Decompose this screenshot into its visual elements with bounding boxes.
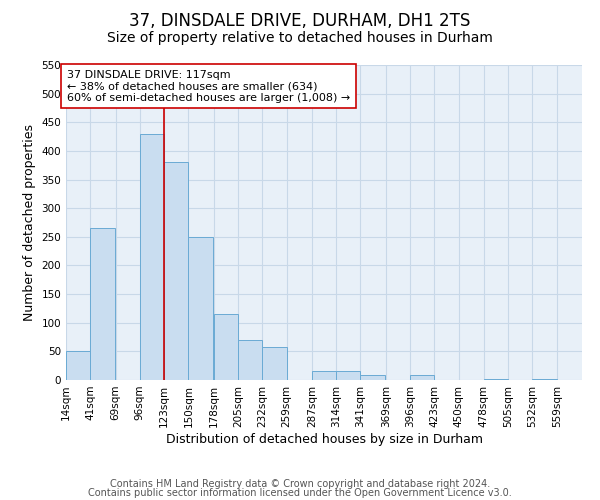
Bar bbox=[164, 162, 188, 380]
Bar bbox=[336, 372, 361, 380]
Text: Contains HM Land Registry data © Crown copyright and database right 2024.: Contains HM Land Registry data © Crown c… bbox=[110, 479, 490, 489]
Bar bbox=[91, 228, 115, 380]
Bar bbox=[361, 376, 385, 380]
Text: 37 DINSDALE DRIVE: 117sqm
← 38% of detached houses are smaller (634)
60% of semi: 37 DINSDALE DRIVE: 117sqm ← 38% of detac… bbox=[67, 70, 350, 103]
Text: Size of property relative to detached houses in Durham: Size of property relative to detached ho… bbox=[107, 31, 493, 45]
Bar bbox=[312, 372, 336, 380]
X-axis label: Distribution of detached houses by size in Durham: Distribution of detached houses by size … bbox=[166, 432, 482, 446]
Bar bbox=[188, 237, 213, 380]
Bar bbox=[262, 347, 287, 380]
Text: Contains public sector information licensed under the Open Government Licence v3: Contains public sector information licen… bbox=[88, 488, 512, 498]
Bar bbox=[140, 134, 164, 380]
Bar bbox=[484, 379, 508, 380]
Bar bbox=[410, 376, 434, 380]
Text: 37, DINSDALE DRIVE, DURHAM, DH1 2TS: 37, DINSDALE DRIVE, DURHAM, DH1 2TS bbox=[130, 12, 470, 30]
Bar bbox=[66, 352, 91, 380]
Y-axis label: Number of detached properties: Number of detached properties bbox=[23, 124, 36, 321]
Bar bbox=[532, 379, 557, 380]
Bar bbox=[214, 314, 238, 380]
Bar bbox=[238, 340, 262, 380]
